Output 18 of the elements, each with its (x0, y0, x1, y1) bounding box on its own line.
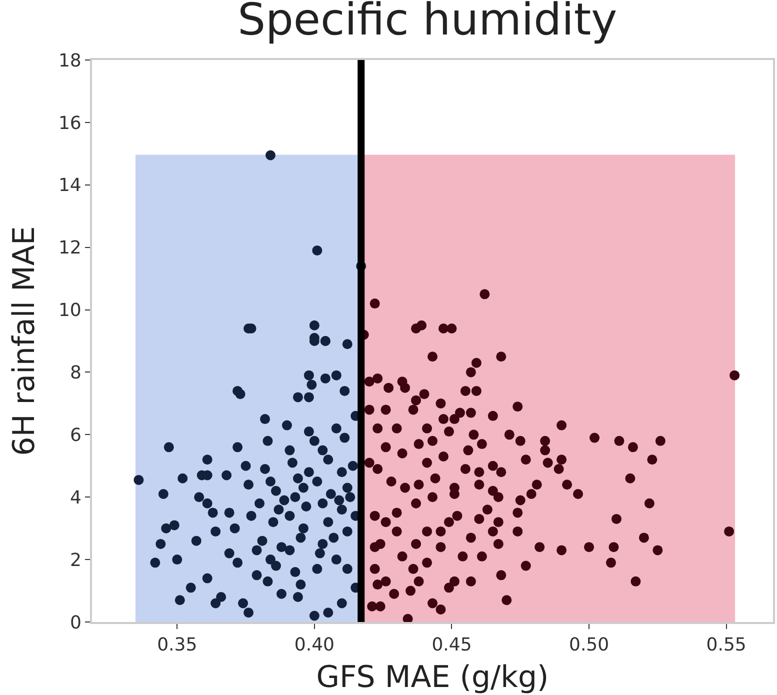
y-tick-label: 0 (70, 612, 82, 634)
x-axis-title: GFS MAE (g/kg) (316, 660, 549, 695)
y-tick-label: 16 (58, 112, 82, 134)
x-tick-label: 0.35 (157, 634, 198, 656)
y-tick-label: 2 (70, 550, 82, 571)
x-tick-label: 0.55 (706, 634, 746, 656)
y-tick-label: 12 (58, 238, 82, 259)
y-tick-label: 14 (58, 175, 82, 196)
x-tick-label: 0.40 (294, 634, 334, 656)
y-axis-title: 6H rainfall MAE (6, 226, 42, 456)
x-tick-label: 0.45 (432, 634, 472, 656)
chart-title: Specific humidity (238, 0, 618, 46)
y-tick-label: 4 (70, 487, 82, 508)
y-tick-label: 18 (58, 50, 82, 72)
y-tick-label: 10 (58, 300, 82, 322)
y-tick-label: 8 (70, 362, 82, 384)
y-tick-label: 6 (70, 424, 82, 446)
x-tick-label: 0.50 (568, 634, 610, 656)
